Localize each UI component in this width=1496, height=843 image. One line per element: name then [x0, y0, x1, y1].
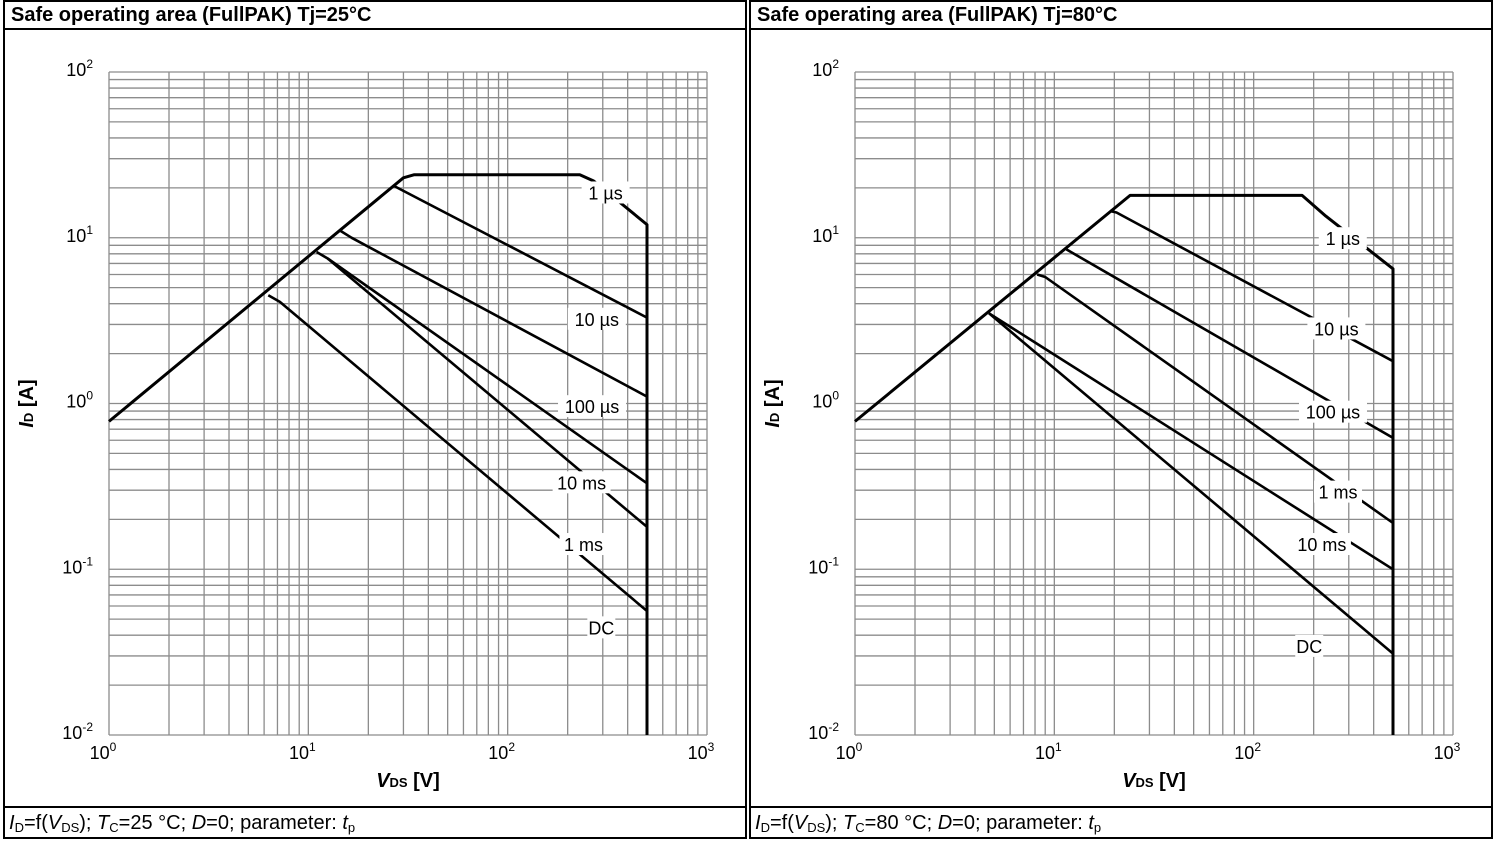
series-label-bg	[567, 307, 626, 330]
series-line	[988, 312, 1394, 655]
y-tick-label: 101	[812, 223, 839, 246]
series-label-bg	[558, 395, 627, 418]
series-line	[339, 229, 648, 398]
x-tick-label: 100	[90, 740, 117, 763]
series-label-bg	[587, 616, 616, 639]
series-label: 1 µs	[1326, 229, 1360, 249]
series-label: 10 ms	[1297, 535, 1346, 555]
x-tick-label: 102	[488, 740, 515, 763]
y-tick-label: 10-2	[808, 720, 839, 743]
y-tick-label: 102	[66, 57, 93, 80]
series-label-bg	[552, 471, 611, 494]
series-line	[267, 294, 648, 612]
grid	[108, 71, 708, 736]
series-label-bg	[1314, 480, 1363, 503]
series-label: 10 ms	[557, 473, 606, 493]
series-label: DC	[1296, 637, 1322, 657]
soa-chart-tj25: 100 101 102 103 10-2 10-1 100 101 102 VDS [V] ID […	[16, 57, 715, 792]
series-label: DC	[588, 618, 614, 638]
series-line	[988, 312, 1394, 571]
series-label-bg	[559, 533, 608, 556]
series-label-bg	[1307, 317, 1366, 340]
y-tick-label: 100	[66, 389, 93, 412]
series-label: 100 µs	[1306, 403, 1360, 423]
axes: 100 101 102 103 10-2 10-1 100 101 102 VDS [V] ID […	[762, 57, 1461, 792]
series-group: 1 µs 10 µs 100 µs 1 ms 10 ms DC	[854, 193, 1395, 735]
panel-title: Safe operating area (FullPAK) Tj=25°C	[3, 0, 747, 30]
y-axis-label: ID [A]	[762, 379, 784, 427]
series-label-bg	[1292, 533, 1351, 556]
series-label: 10 µs	[575, 310, 619, 330]
plot-frame	[3, 28, 747, 809]
series-line	[854, 193, 1395, 735]
panel-title: Safe operating area (FullPAK) Tj=80°C	[749, 0, 1493, 30]
x-tick-label: 100	[836, 740, 863, 763]
series-label: 1 µs	[588, 183, 622, 203]
y-tick-label: 101	[66, 223, 93, 246]
x-tick-label: 103	[1434, 740, 1461, 763]
x-tick-label: 103	[688, 740, 715, 763]
series-label-bg	[1295, 634, 1324, 657]
y-tick-label: 10-1	[808, 554, 839, 577]
y-axis-label: ID [A]	[16, 379, 38, 427]
series-label-bg	[1318, 227, 1367, 250]
panel-tj80: Safe operating area (FullPAK) Tj=80°C 10…	[749, 0, 1493, 839]
soa-chart-tj80: 100 101 102 103 10-2 10-1 100 101 102 VDS [V] ID […	[762, 57, 1461, 792]
y-tick-label: 10-1	[62, 554, 93, 577]
x-axis-label: VDS [V]	[1122, 770, 1186, 792]
series-label-bg	[581, 181, 630, 204]
y-tick-label: 102	[812, 57, 839, 80]
x-tick-label: 102	[1234, 740, 1261, 763]
y-tick-label: 100	[812, 389, 839, 412]
x-tick-label: 101	[1035, 740, 1062, 763]
panel-footer: ID=f(VDS); TC=80 °C; D=0; parameter: tp	[749, 806, 1493, 839]
x-tick-label: 101	[289, 740, 316, 763]
plot-frame	[749, 28, 1493, 809]
x-axis-label: VDS [V]	[376, 770, 440, 792]
axes: 100 101 102 103 10-2 10-1 100 101 102 VDS [V] ID […	[16, 57, 715, 792]
series-line	[108, 173, 649, 735]
series-line	[393, 184, 648, 319]
panel-tj25: Safe operating area (FullPAK) Tj=25°C 10…	[3, 0, 747, 839]
series-label: 10 µs	[1314, 319, 1358, 339]
y-tick-label: 10-2	[62, 720, 93, 743]
series-label-bg	[1298, 400, 1367, 423]
series-line	[1109, 209, 1394, 363]
series-line	[315, 250, 648, 485]
series-label: 1 ms	[564, 535, 603, 555]
series-label: 1 ms	[1319, 483, 1358, 503]
series-group: 1 µs 10 µs 100 µs 10 ms 1 ms DC	[108, 173, 649, 735]
series-line	[1036, 273, 1394, 525]
panel-footer: ID=f(VDS); TC=25 °C; D=0; parameter: tp	[3, 806, 747, 839]
series-label: 100 µs	[565, 397, 619, 417]
